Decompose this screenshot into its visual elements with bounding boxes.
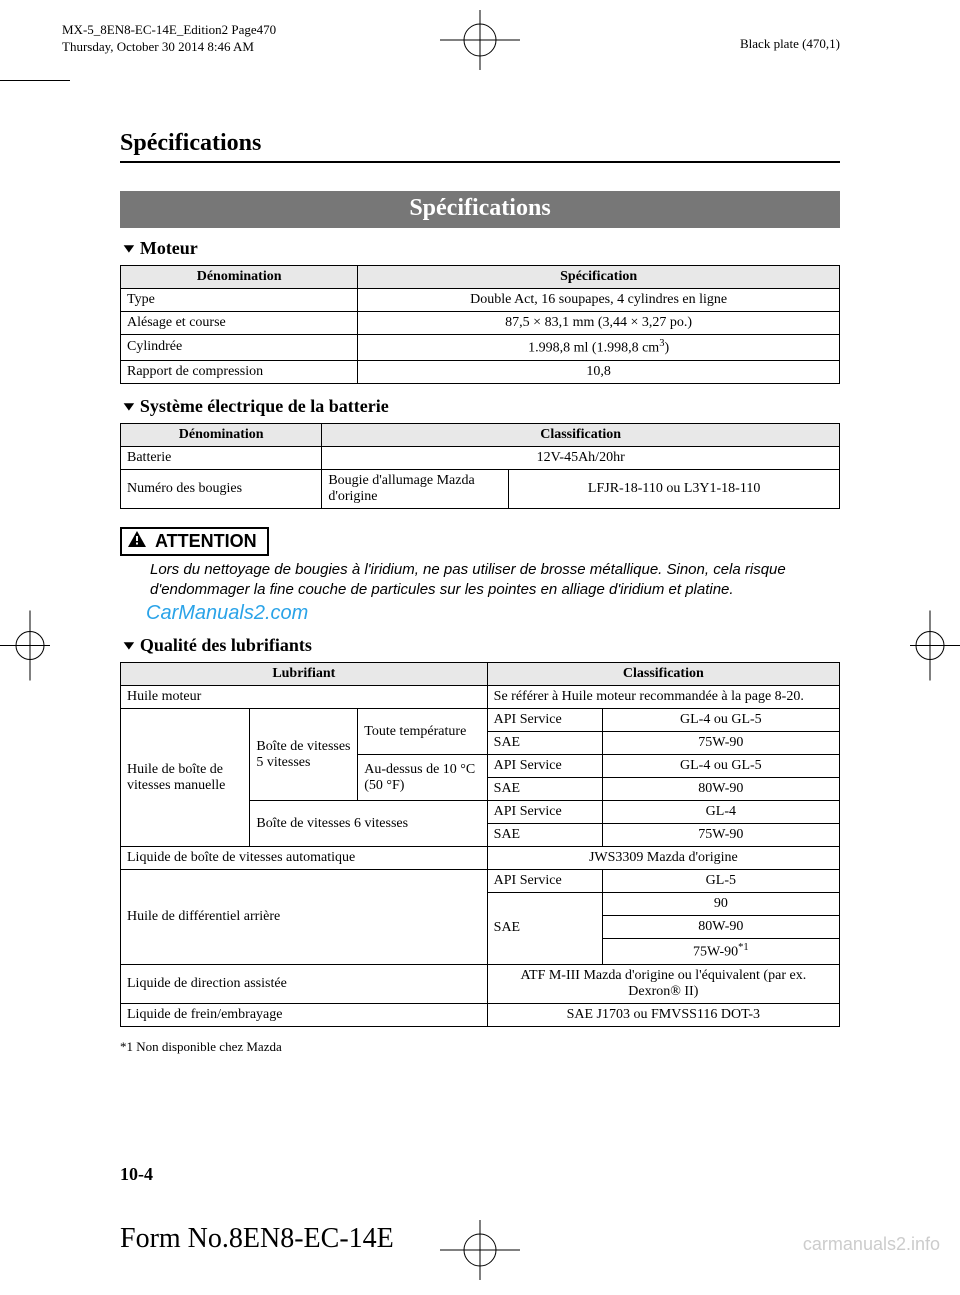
table-cell: SAE J1703 ou FMVSS116 DOT-3 — [487, 1003, 839, 1026]
print-meta-right: Black plate (470,1) — [740, 36, 840, 52]
chapter-rule — [120, 161, 840, 163]
print-meta-line1: MX-5_8EN8-EC-14E_Edition2 Page470 — [62, 22, 276, 39]
table-cell: Bougie d'allumage Mazda d'origine — [322, 469, 509, 508]
table-cell: Cylindrée — [121, 335, 358, 361]
table-cell: 75W-90 — [602, 824, 839, 847]
attention-box: ATTENTION — [120, 527, 269, 556]
table-cell: Batterie — [121, 446, 322, 469]
lub-th-name: Lubrifiant — [121, 663, 488, 686]
table-cell: 75W-90 — [602, 732, 839, 755]
engine-table: Dénomination Spécification TypeDouble Ac… — [120, 265, 840, 384]
table-cell: ATF M-III Mazda d'origine ou l'équivalen… — [487, 964, 839, 1003]
table-cell: 75W-90*1 — [602, 939, 839, 965]
table-cell: Au-dessus de 10 °C (50 °F) — [358, 755, 487, 801]
lub-th-class: Classification — [487, 663, 839, 686]
table-cell: GL-4 ou GL-5 — [602, 709, 839, 732]
crop-mark-bottom — [440, 1220, 520, 1285]
table-cell: SAE — [487, 893, 602, 965]
table-cell: Huile de différentiel arrière — [121, 870, 488, 965]
crop-mark-top — [440, 10, 520, 75]
footnote: *1 Non disponible chez Mazda — [120, 1039, 840, 1055]
table-cell: 80W-90 — [602, 916, 839, 939]
table-cell: API Service — [487, 801, 602, 824]
table-cell: Huile moteur — [121, 686, 488, 709]
table-cell: GL-4 — [602, 801, 839, 824]
elec-th-class: Classification — [322, 423, 840, 446]
table-cell: API Service — [487, 709, 602, 732]
watermark-text: CarManuals2.com — [146, 602, 840, 625]
table-cell: 87,5 × 83,1 mm (3,44 × 3,27 po.) — [358, 312, 840, 335]
table-cell: Boîte de vitesses 6 vitesses — [250, 801, 487, 847]
short-rule — [0, 80, 70, 81]
table-cell: 12V-45Ah/20hr — [322, 446, 840, 469]
elec-th-name: Dénomination — [121, 423, 322, 446]
table-cell: Type — [121, 289, 358, 312]
table-cell: SAE — [487, 732, 602, 755]
warning-icon — [128, 531, 151, 551]
table-cell: Boîte de vitesses 5 vitesses — [250, 709, 358, 801]
table-cell: Liquide de direction assistée — [121, 964, 488, 1003]
table-cell: LFJR-18-110 ou L3Y1-18-110 — [509, 469, 840, 508]
table-cell: Rapport de compression — [121, 360, 358, 383]
engine-th-spec: Spécification — [358, 266, 840, 289]
page-number: 10-4 — [120, 1164, 153, 1185]
table-cell: 10,8 — [358, 360, 840, 383]
table-cell: Numéro des bougies — [121, 469, 322, 508]
table-cell: Alésage et course — [121, 312, 358, 335]
table-cell: JWS3309 Mazda d'origine — [487, 847, 839, 870]
table-cell: Liquide de frein/embrayage — [121, 1003, 488, 1026]
print-meta-left: MX-5_8EN8-EC-14E_Edition2 Page470 Thursd… — [62, 22, 276, 56]
print-meta-line2: Thursday, October 30 2014 8:46 AM — [62, 39, 276, 56]
table-cell: 80W-90 — [602, 778, 839, 801]
site-watermark: carmanuals2.info — [803, 1234, 940, 1255]
table-cell: GL-4 ou GL-5 — [602, 755, 839, 778]
table-cell: Double Act, 16 soupapes, 4 cylindres en … — [358, 289, 840, 312]
subhead-engine: Moteur — [120, 238, 840, 259]
table-cell: API Service — [487, 870, 602, 893]
table-cell: SAE — [487, 778, 602, 801]
section-bar: Spécifications — [120, 191, 840, 228]
attention-label: ATTENTION — [155, 531, 257, 551]
table-cell: 1.998,8 ml (1.998,8 cm3) — [358, 335, 840, 361]
table-cell: 90 — [602, 893, 839, 916]
crop-mark-right — [910, 610, 960, 685]
form-number: Form No.8EN8-EC-14E — [120, 1223, 394, 1255]
table-cell: Huile de boîte de vitesses manuelle — [121, 709, 250, 847]
attention-text: Lors du nettoyage de bougies à l'iridium… — [150, 560, 840, 601]
chapter-title: Spécifications — [120, 130, 840, 157]
table-cell: Se référer à Huile moteur recommandée à … — [487, 686, 839, 709]
lubricants-table: Lubrifiant Classification Huile moteur S… — [120, 662, 840, 1027]
table-cell: GL-5 — [602, 870, 839, 893]
engine-th-name: Dénomination — [121, 266, 358, 289]
table-cell: API Service — [487, 755, 602, 778]
subhead-lubricants: Qualité des lubrifiants — [120, 635, 840, 656]
table-cell: SAE — [487, 824, 602, 847]
crop-mark-left — [0, 610, 50, 685]
subhead-electrical: Système électrique de la batterie — [120, 396, 840, 417]
page-content: Spécifications Spécifications Moteur Dén… — [120, 130, 840, 1055]
electrical-table: Dénomination Classification Batterie 12V… — [120, 423, 840, 509]
table-cell: Liquide de boîte de vitesses automatique — [121, 847, 488, 870]
table-cell: Toute température — [358, 709, 487, 755]
